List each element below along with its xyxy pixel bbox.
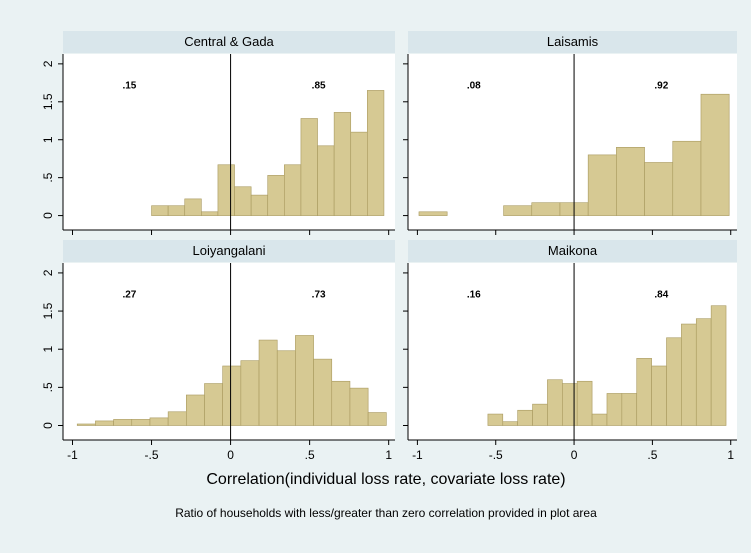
x-tick-label: .5 <box>647 448 657 462</box>
y-tick-label: 1.5 <box>41 302 55 319</box>
bar <box>276 350 296 426</box>
bar <box>562 383 578 426</box>
annotation: .15 <box>122 80 136 91</box>
bar <box>349 387 369 426</box>
bar <box>616 147 645 216</box>
annotation: .08 <box>467 80 481 91</box>
bar <box>350 131 368 216</box>
bar <box>300 118 318 216</box>
y-tick-label: .5 <box>41 172 55 182</box>
bar <box>503 205 533 216</box>
annotation: .73 <box>312 290 326 301</box>
bar <box>700 93 730 216</box>
bar <box>576 380 593 426</box>
bar <box>587 154 617 216</box>
bar <box>95 420 114 426</box>
bar <box>317 145 335 216</box>
x-tick-label: 1 <box>385 448 392 462</box>
panel-title: Loiyangalani <box>192 243 265 258</box>
bar <box>672 140 702 216</box>
x-tick-label: 0 <box>571 448 578 462</box>
x-axis-label: Correlation(individual loss rate, covari… <box>206 471 565 488</box>
bar <box>547 379 563 426</box>
bar <box>681 323 697 426</box>
bar <box>695 318 712 426</box>
y-tick-label: 0 <box>41 212 55 219</box>
panel-header <box>408 240 737 262</box>
bar <box>217 164 235 216</box>
bar <box>201 211 219 216</box>
bar <box>131 419 151 426</box>
bar <box>591 413 608 426</box>
bar <box>517 409 533 426</box>
bar <box>651 365 667 426</box>
bar <box>636 358 652 426</box>
bar <box>532 403 548 426</box>
y-tick-label: 2 <box>41 269 55 276</box>
bar <box>367 412 387 426</box>
bar <box>502 421 518 426</box>
bar <box>113 419 133 426</box>
bar <box>151 205 169 216</box>
x-tick-label: -1 <box>67 448 78 462</box>
bar <box>250 194 269 216</box>
bar <box>621 393 638 426</box>
y-tick-label: 1.5 <box>41 93 55 110</box>
panel-title: Central & Gada <box>184 34 274 49</box>
bar <box>418 211 448 216</box>
annotation: .16 <box>467 290 481 301</box>
bar <box>167 411 187 426</box>
bar <box>331 380 351 426</box>
bar <box>367 90 385 216</box>
bar <box>606 393 623 426</box>
y-tick-label: 1 <box>41 346 55 353</box>
bar <box>531 202 561 216</box>
bar <box>644 162 674 216</box>
bar <box>204 383 223 426</box>
annotation: .92 <box>654 80 668 91</box>
panel-title: Laisamis <box>547 34 599 49</box>
bar <box>295 335 314 426</box>
x-tick-label: 0 <box>227 448 234 462</box>
x-tick-label: .5 <box>305 448 315 462</box>
bar <box>167 205 186 216</box>
x-tick-label: -1 <box>412 448 423 462</box>
y-tick-label: .5 <box>41 382 55 392</box>
bar <box>710 305 727 426</box>
bar <box>267 175 285 216</box>
bar <box>186 394 205 426</box>
panel-title: Maikona <box>548 243 598 258</box>
annotation: .27 <box>122 290 136 301</box>
bar <box>258 339 278 426</box>
bar <box>184 198 202 216</box>
panel-header <box>408 31 737 53</box>
bar <box>149 417 169 426</box>
bar <box>234 186 252 216</box>
panel-header <box>63 31 395 53</box>
x-tick-label: -.5 <box>145 448 159 462</box>
bar <box>284 164 302 216</box>
bar <box>76 423 96 426</box>
panel-header <box>63 240 395 262</box>
annotation: .85 <box>312 80 326 91</box>
y-tick-label: 1 <box>41 136 55 143</box>
note: Ratio of households with less/greater th… <box>175 506 597 520</box>
y-tick-label: 2 <box>41 60 55 67</box>
bar <box>487 413 504 426</box>
x-tick-label: -.5 <box>489 448 503 462</box>
annotation: .84 <box>654 290 668 301</box>
y-tick-label: 0 <box>41 422 55 429</box>
bar <box>240 360 260 426</box>
bar <box>313 358 333 426</box>
bar <box>333 112 352 216</box>
bar <box>666 337 682 426</box>
bar <box>222 365 242 426</box>
x-tick-label: 1 <box>727 448 734 462</box>
